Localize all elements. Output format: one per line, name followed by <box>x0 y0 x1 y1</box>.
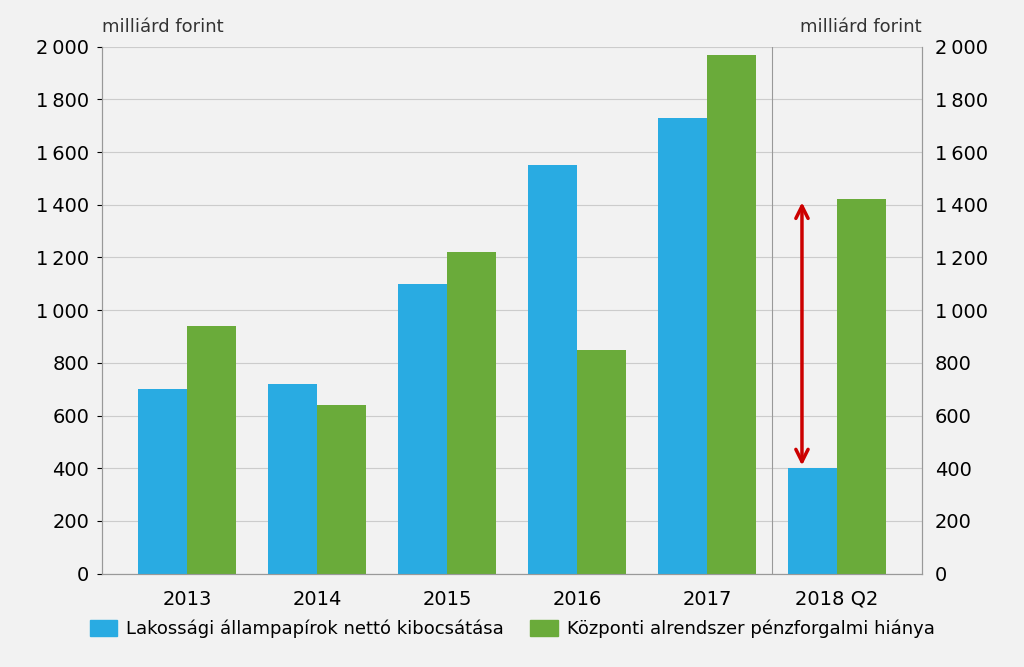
Text: milliárd forint: milliárd forint <box>800 18 922 36</box>
Legend: Lakossági állampapírok nettó kibocsátása, Központi alrendszer pénzforgalmi hiány: Lakossági állampapírok nettó kibocsátása… <box>89 620 935 638</box>
Bar <box>447 252 497 574</box>
Text: milliárd forint: milliárd forint <box>102 18 224 36</box>
Bar <box>527 165 577 574</box>
Bar <box>397 283 447 574</box>
Bar <box>137 389 187 574</box>
Bar <box>317 405 367 574</box>
Bar <box>657 118 707 574</box>
Bar <box>787 468 837 574</box>
Bar <box>187 326 237 574</box>
Bar <box>707 55 757 574</box>
Bar <box>577 350 627 574</box>
Bar <box>837 199 887 574</box>
Bar <box>267 384 317 574</box>
